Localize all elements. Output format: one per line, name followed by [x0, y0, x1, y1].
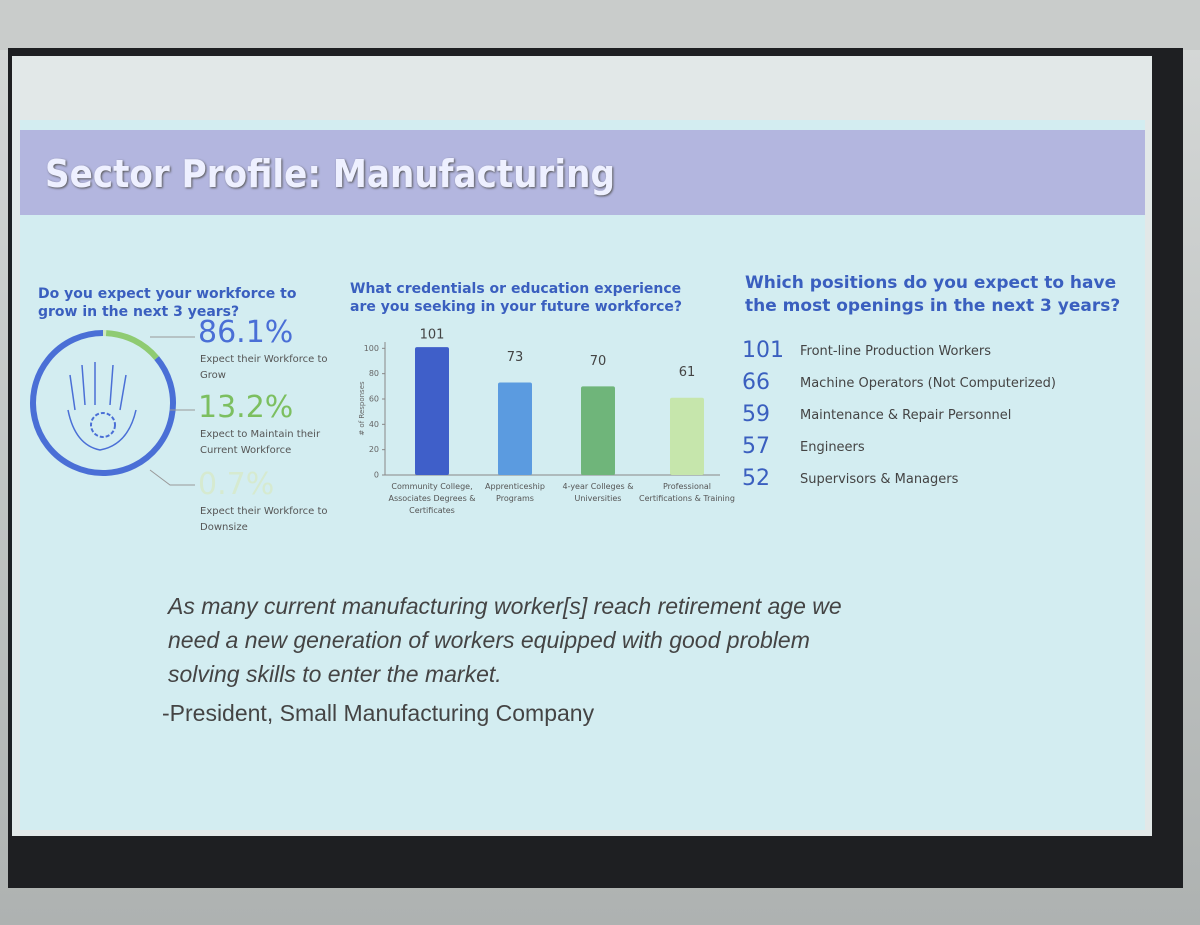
ceiling	[0, 0, 1200, 50]
chart-title: What credentials or education experience…	[350, 281, 683, 315]
category-label: Expect their Workforce to Grow	[200, 354, 328, 381]
hands-icon	[67, 362, 137, 451]
y-tick-label: 20	[369, 445, 379, 454]
y-tick-label: 0	[374, 471, 379, 480]
data-label: 70	[590, 354, 607, 369]
chart-title: Do you expect your workforce to grow in …	[38, 286, 297, 320]
quote-attribution: -President, Small Manufacturing Company	[162, 700, 595, 726]
bar	[670, 397, 704, 475]
position-name: Machine Operators (Not Computerized)	[800, 376, 1057, 391]
bar	[581, 386, 615, 475]
data-label: 73	[507, 350, 524, 365]
quote-line: solving skills to enter the market.	[168, 661, 502, 687]
position-name: Maintenance & Repair Personnel	[800, 408, 1012, 423]
y-tick-label: 100	[364, 344, 379, 353]
position-name: Supervisors & Managers	[800, 472, 959, 487]
y-axis-label: # of Responses	[358, 381, 366, 436]
x-tick-label: Apprenticeship Programs	[485, 482, 545, 503]
value-label: 86.1%	[198, 315, 294, 350]
x-tick-label: 4-year Colleges & Universities	[562, 482, 634, 503]
title-band	[20, 130, 1145, 215]
y-tick-label: 80	[369, 369, 379, 378]
slide-title: Sector Profile: Manufacturing	[45, 152, 615, 196]
data-label: 101	[420, 328, 445, 343]
y-tick-label: 40	[369, 420, 379, 429]
x-tick-label: Community College, Associates Degrees & …	[388, 482, 476, 515]
position-count: 59	[742, 402, 770, 427]
positions-title: Which positions do you expect to have th…	[745, 273, 1121, 316]
position-count: 101	[742, 338, 784, 363]
quote-line: As many current manufacturing worker[s] …	[168, 593, 842, 619]
y-tick-label: 60	[369, 395, 379, 404]
gear-icon	[90, 412, 116, 438]
donut-segment	[30, 330, 176, 476]
bar	[415, 347, 449, 475]
value-label: 13.2%	[198, 390, 294, 425]
quote-line: need a new generation of workers equippe…	[168, 627, 810, 653]
position-count: 52	[742, 466, 770, 491]
position-name: Engineers	[800, 440, 865, 455]
x-tick-label: Professional Certifications & Training	[639, 482, 735, 503]
position-count: 66	[742, 370, 770, 395]
donut-segment	[105, 330, 159, 361]
bar	[498, 382, 532, 475]
category-label: Expect their Workforce to Downsize	[200, 506, 328, 533]
position-name: Front-line Production Workers	[800, 344, 992, 359]
category-label: Expect to Maintain their Current Workfor…	[200, 429, 321, 456]
connector	[149, 336, 195, 486]
value-label: 0.7%	[198, 467, 275, 502]
data-label: 61	[679, 365, 696, 380]
position-count: 57	[742, 434, 770, 459]
